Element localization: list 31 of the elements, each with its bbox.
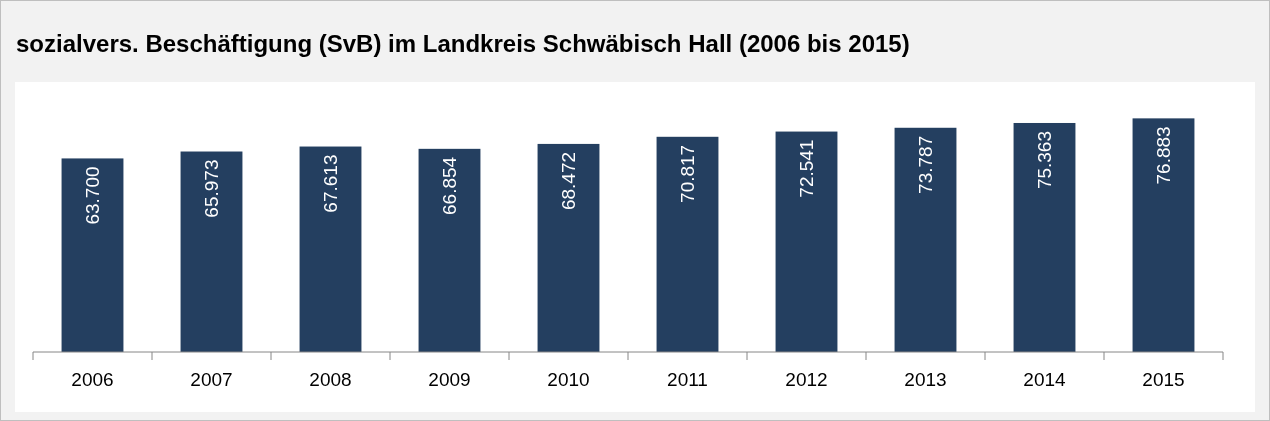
data-label: 76.883 <box>1153 126 1174 185</box>
data-label: 70.817 <box>677 144 698 203</box>
data-label: 65.973 <box>201 159 222 218</box>
bar <box>418 148 481 352</box>
bar <box>775 131 838 352</box>
bar <box>299 146 362 352</box>
data-label: 63.700 <box>82 166 103 225</box>
bar <box>1132 118 1195 352</box>
bar <box>180 151 243 352</box>
x-tick-label: 2015 <box>1142 369 1185 390</box>
data-label: 75.363 <box>1034 130 1055 190</box>
chart-title: sozialvers. Beschäftigung (SvB) im Landkreis Schwäbisch Hall (2006 bis 2015) <box>16 30 910 57</box>
x-tick-label: 2012 <box>785 369 828 390</box>
data-label: 66.854 <box>439 156 460 215</box>
x-tick-label: 2008 <box>309 369 352 390</box>
bar <box>656 136 719 352</box>
x-tick-label: 2013 <box>904 369 947 390</box>
x-tick-label: 2007 <box>190 369 233 390</box>
bar <box>537 143 600 352</box>
data-label: 73.787 <box>915 135 936 194</box>
x-tick-label: 2011 <box>667 369 708 390</box>
x-tick-label: 2006 <box>71 369 114 390</box>
data-label: 67.613 <box>320 154 341 213</box>
x-tick-label: 2009 <box>428 369 471 390</box>
bar <box>61 158 124 352</box>
data-label: 68.472 <box>558 151 579 211</box>
data-label: 72.541 <box>796 139 817 198</box>
x-tick-label: 2014 <box>1023 369 1067 390</box>
bar <box>1013 122 1076 352</box>
bar <box>894 127 957 352</box>
x-tick-label: 2010 <box>547 369 590 390</box>
